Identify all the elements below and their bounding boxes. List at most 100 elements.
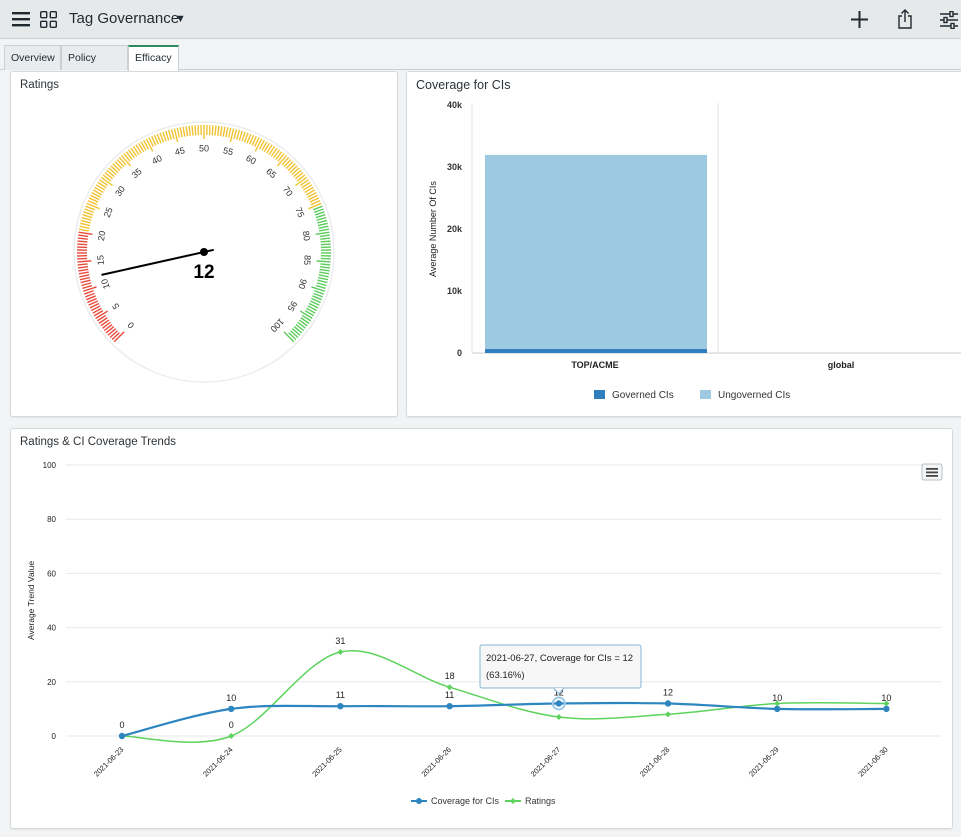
gauge-tick-label: 75 xyxy=(293,206,306,219)
gauge-tick xyxy=(307,305,318,312)
gauge-tick xyxy=(299,179,309,187)
gauge-tick xyxy=(227,127,232,138)
gauge-tick-label: 50 xyxy=(199,143,209,153)
y-tick-label: 10k xyxy=(447,286,463,296)
gauge-tick xyxy=(125,151,133,160)
share-icon[interactable] xyxy=(897,9,913,29)
gauge-tick xyxy=(319,234,330,238)
gauge-tick xyxy=(225,127,229,138)
gauge-tick-label: 90 xyxy=(296,278,309,291)
point-ratings[interactable] xyxy=(446,684,453,691)
gauge-tick xyxy=(308,202,322,210)
point-ratings[interactable] xyxy=(555,714,562,721)
gauge-tick xyxy=(88,300,99,306)
gauge-tick xyxy=(82,284,93,290)
legend-swatch[interactable] xyxy=(700,390,711,399)
gauge-outline xyxy=(73,121,335,383)
point-coverage-for-cis[interactable] xyxy=(118,732,126,740)
gauge-tick xyxy=(107,328,117,336)
gauge-tick xyxy=(318,274,329,278)
gauge-tick xyxy=(194,125,197,136)
plus-icon[interactable] xyxy=(851,11,868,28)
tab-overview[interactable]: Overview xyxy=(4,45,61,70)
gauge-tick xyxy=(317,222,328,227)
gauge-tick xyxy=(318,276,329,281)
data-label: 10 xyxy=(881,693,891,703)
gauge-tick xyxy=(82,286,97,292)
gauge-tick xyxy=(80,279,91,284)
y-tick-label: 80 xyxy=(47,515,56,524)
gauge-tick xyxy=(313,292,324,298)
gauge-tick-label: 70 xyxy=(281,184,295,198)
dashboard-title[interactable]: Tag Governance xyxy=(69,10,180,27)
gauge-tick xyxy=(80,219,91,224)
y-tick-label: 20k xyxy=(447,224,463,234)
point-ratings[interactable] xyxy=(883,700,890,707)
gauge-tick xyxy=(281,156,290,166)
bar-governed-cis[interactable] xyxy=(485,348,707,353)
gauge-tick xyxy=(316,216,327,221)
sliders-icon[interactable] xyxy=(940,11,958,29)
gauge-tick-label: 65 xyxy=(264,166,278,180)
gauge-tick xyxy=(298,319,308,327)
gauge-tick xyxy=(316,282,327,287)
gauge-tick xyxy=(140,141,147,151)
point-coverage-for-cis[interactable] xyxy=(883,705,890,713)
gauge-tick xyxy=(254,137,260,147)
gauge-tick xyxy=(100,176,113,187)
gauge-tick-label: 80 xyxy=(301,230,312,241)
gauge-tick xyxy=(173,128,179,143)
point-coverage-for-cis[interactable] xyxy=(664,700,672,707)
gauge-tick xyxy=(88,197,99,203)
data-label: 31 xyxy=(335,636,345,646)
legend-label: Governed CIs xyxy=(612,390,674,401)
gauge-tick xyxy=(312,295,322,301)
gauge-tick xyxy=(89,302,100,309)
y-tick-label: 60 xyxy=(47,569,56,578)
point-ratings[interactable] xyxy=(337,648,344,655)
gauge-needle xyxy=(101,248,214,276)
gauge-tick xyxy=(109,330,118,338)
caret-down-icon[interactable]: ▼ xyxy=(175,13,186,25)
hamburger-icon[interactable] xyxy=(12,12,30,27)
gauge-tick xyxy=(251,135,257,146)
legend-label: Coverage for CIs xyxy=(431,796,500,806)
gauge-tick-label: 35 xyxy=(130,166,144,180)
gauge-tick xyxy=(283,158,292,168)
gauge-tick xyxy=(217,125,220,136)
coverage-chart: 0 10k 20k 30k 40k Average Number Of CIs TOP/AC… xyxy=(428,100,961,401)
gauge-tick xyxy=(100,319,110,327)
gauge-tick xyxy=(268,146,276,156)
gauge-tick xyxy=(143,139,150,150)
legend-swatch[interactable] xyxy=(594,390,605,399)
gauge-tick xyxy=(304,186,314,194)
gauge-tick xyxy=(289,165,298,174)
gauge-tick xyxy=(116,158,125,168)
point-coverage-for-cis[interactable] xyxy=(446,702,453,710)
point-coverage-for-cis[interactable] xyxy=(555,700,562,707)
gauge-tick xyxy=(85,205,96,211)
bar-ungoverned-cis[interactable] xyxy=(485,154,707,349)
highlighted-point[interactable] xyxy=(551,696,566,711)
point-coverage-for-cis[interactable] xyxy=(228,705,235,713)
chart-menu-icon[interactable] xyxy=(921,463,943,481)
gauge-pivot xyxy=(200,248,208,256)
grid-icon[interactable] xyxy=(40,11,57,28)
point-coverage-for-cis[interactable] xyxy=(774,705,781,713)
tab-policy-view[interactable]: Policy View xyxy=(61,45,128,88)
gauge-tick xyxy=(170,129,175,140)
gauge-tick xyxy=(261,141,268,151)
gauge-tick xyxy=(309,197,320,203)
gauge-tick xyxy=(314,211,325,216)
gauge-tick xyxy=(110,165,119,174)
point-ratings[interactable] xyxy=(228,733,235,739)
gauge-tick xyxy=(82,213,93,219)
tab-efficacy[interactable]: Efficacy xyxy=(128,45,179,71)
point-ratings[interactable] xyxy=(774,700,781,707)
point-ratings[interactable] xyxy=(665,711,671,718)
gauge-tick xyxy=(301,314,312,322)
point-coverage-for-cis[interactable] xyxy=(337,702,344,710)
gauge-tick xyxy=(176,127,181,138)
